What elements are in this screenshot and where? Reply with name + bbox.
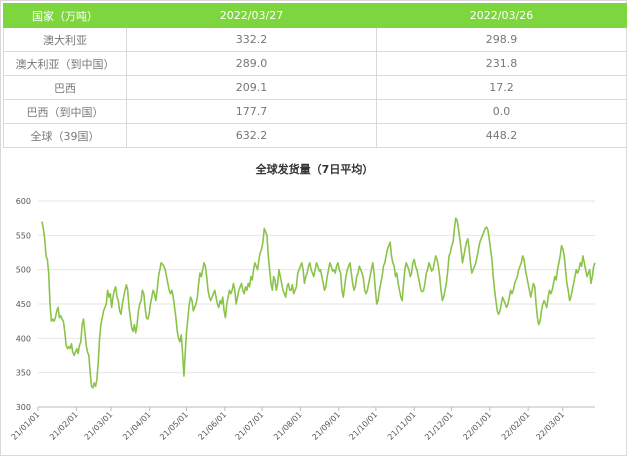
x-tick-label: 21/02/01 [48,410,80,442]
header-country: 国家（万吨） [3,3,127,28]
header-date-2: 2022/03/26 [376,3,627,28]
y-tick-label: 350 [16,369,31,378]
y-tick-label: 400 [16,334,31,343]
table-row: 巴西（到中国） 177.7 0.0 [3,99,627,124]
x-tick-label: 21/07/01 [234,410,266,442]
x-tick-label: 21/10/01 [348,410,380,442]
row-value-2: 231.8 [376,51,627,76]
row-value-1: 632.2 [126,123,377,148]
y-tick-label: 600 [16,197,31,206]
y-tick-label: 300 [16,403,31,412]
x-tick-label: 21/05/01 [158,410,190,442]
table-row: 全球（39国） 632.2 448.2 [3,123,627,148]
table-row: 澳大利亚 332.2 298.9 [3,27,627,52]
row-value-1: 177.7 [126,99,377,124]
x-tick-label: 22/02/01 [500,410,532,442]
row-value-2: 17.2 [376,75,627,100]
series-line [41,217,596,389]
x-tick-label: 21/06/01 [197,410,229,442]
x-tick-label: 21/11/01 [386,410,418,442]
table-row: 巴西 209.1 17.2 [3,75,627,100]
x-tick-label: 21/04/01 [121,410,153,442]
x-tick-label: 21/01/01 [10,410,42,442]
shipment-table: 国家（万吨） 2022/03/27 2022/03/26 澳大利亚 332.2 … [3,3,627,148]
row-country: 巴西（到中国） [3,99,127,124]
row-value-1: 209.1 [126,75,377,100]
row-country: 全球（39国） [3,123,127,148]
x-tick-label: 22/03/01 [534,410,566,442]
row-value-2: 298.9 [376,27,627,52]
row-value-1: 289.0 [126,51,377,76]
y-tick-label: 450 [16,300,31,309]
table-header-row: 国家（万吨） 2022/03/27 2022/03/26 [3,3,627,28]
row-country: 澳大利亚（到中国） [3,51,127,76]
shipment-chart: 300 350 400 450 500 550 600 21/01/01 21/02/01 21/… [3,147,626,453]
y-tick-label: 500 [16,266,31,275]
x-tick-label: 22/01/01 [461,410,493,442]
y-tick-label: 550 [16,231,31,240]
x-tick-label: 21/03/01 [83,410,115,442]
row-value-1: 332.2 [126,27,377,52]
header-date-1: 2022/03/27 [126,3,377,28]
x-tick-label: 21/09/01 [310,410,342,442]
chart-title: 全球发货量（7日平均） [255,163,374,176]
row-country: 巴西 [3,75,127,100]
row-country: 澳大利亚 [3,27,127,52]
x-tick-label: 21/12/01 [423,410,455,442]
row-value-2: 0.0 [376,99,627,124]
table-row: 澳大利亚（到中国） 289.0 231.8 [3,51,627,76]
x-tick-label: 21/08/01 [272,410,304,442]
row-value-2: 448.2 [376,123,627,148]
